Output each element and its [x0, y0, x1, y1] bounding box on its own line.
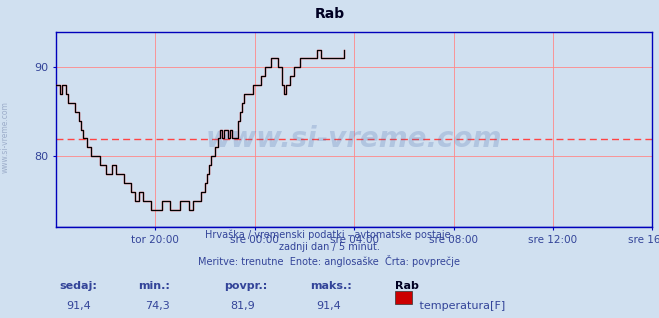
Text: 91,4: 91,4	[66, 301, 91, 310]
Text: www.si-vreme.com: www.si-vreme.com	[206, 125, 502, 153]
Text: Hrvaška / vremenski podatki - avtomatske postaje.: Hrvaška / vremenski podatki - avtomatske…	[205, 230, 454, 240]
Text: povpr.:: povpr.:	[224, 281, 268, 291]
Text: zadnji dan / 5 minut.: zadnji dan / 5 minut.	[279, 242, 380, 252]
Text: Meritve: trenutne  Enote: anglosaške  Črta: povprečje: Meritve: trenutne Enote: anglosaške Črta…	[198, 255, 461, 267]
Text: Rab: Rab	[314, 7, 345, 21]
Text: 91,4: 91,4	[316, 301, 341, 310]
Text: sedaj:: sedaj:	[59, 281, 97, 291]
Text: maks.:: maks.:	[310, 281, 351, 291]
Text: www.si-vreme.com: www.si-vreme.com	[1, 101, 10, 173]
Text: min.:: min.:	[138, 281, 170, 291]
Text: 81,9: 81,9	[231, 301, 256, 310]
Text: 74,3: 74,3	[145, 301, 170, 310]
Text: temperatura[F]: temperatura[F]	[416, 301, 505, 310]
Text: Rab: Rab	[395, 281, 419, 291]
